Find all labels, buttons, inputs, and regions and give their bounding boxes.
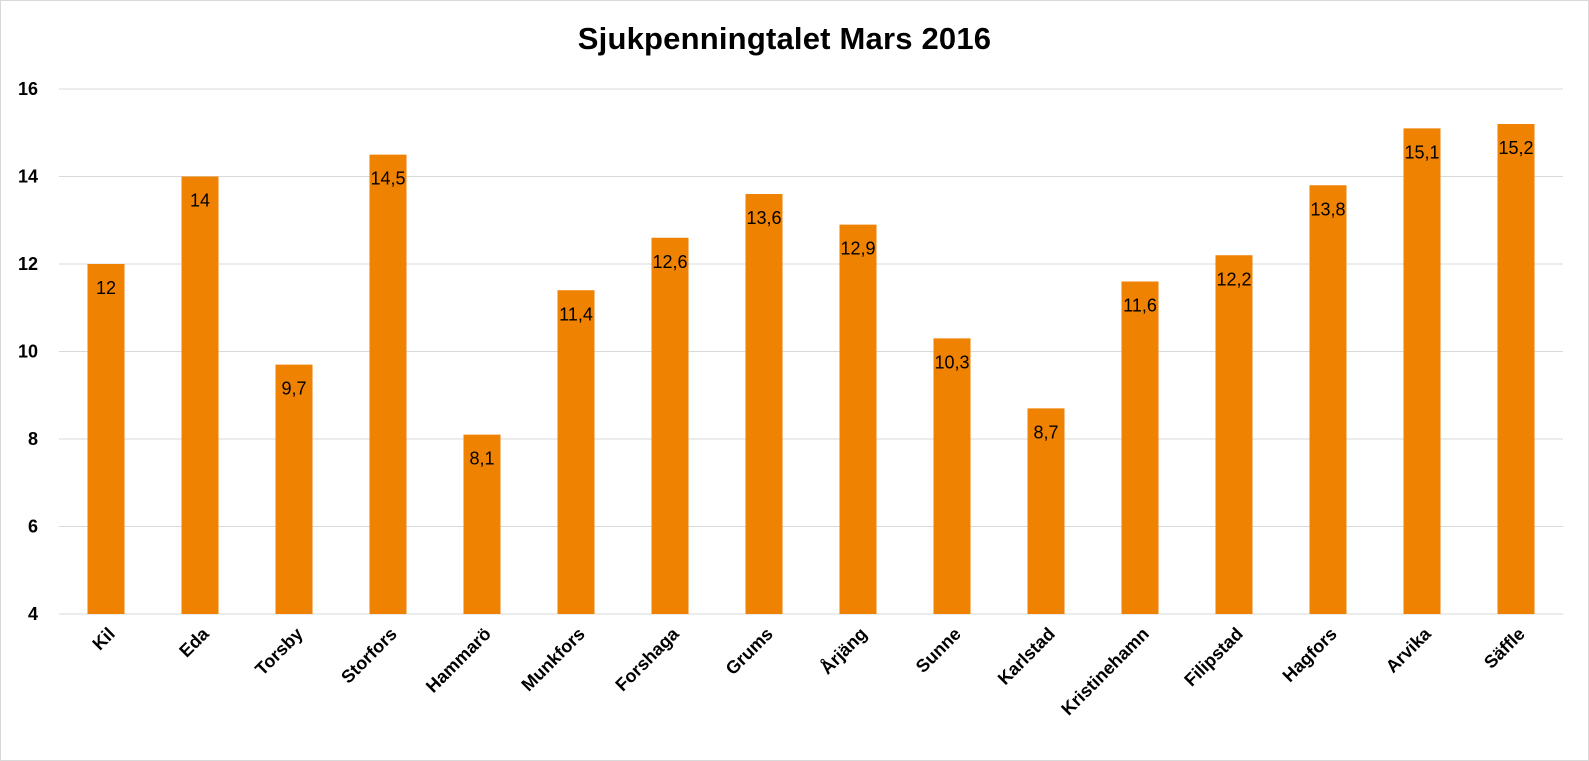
y-tick-label: 4 — [28, 604, 38, 624]
data-label: 15,2 — [1498, 138, 1533, 158]
bar-10 — [1027, 408, 1065, 614]
bar-15 — [1497, 124, 1535, 614]
bar-9 — [933, 338, 971, 614]
bar-12 — [1215, 255, 1253, 614]
data-label: 13,6 — [746, 208, 781, 228]
data-label: 12,9 — [840, 239, 875, 259]
data-label: 12 — [96, 278, 116, 298]
y-tick-label: 6 — [28, 517, 38, 537]
bar-6 — [651, 237, 689, 614]
data-label: 8,7 — [1033, 422, 1058, 442]
data-label: 12,2 — [1216, 269, 1251, 289]
x-tick-label: Hagfors — [1279, 624, 1341, 686]
data-label: 11,6 — [1123, 296, 1157, 316]
x-tick-label: Torsby — [251, 624, 307, 680]
bars — [87, 124, 1535, 614]
x-tick-label: Grums — [722, 624, 777, 679]
x-tick-label: Storfors — [337, 624, 401, 688]
y-tick-label: 12 — [18, 254, 38, 274]
x-tick-label: Karlstad — [994, 624, 1059, 689]
data-label: 12,6 — [652, 252, 687, 272]
bar-7 — [745, 194, 783, 614]
bar-11 — [1121, 281, 1159, 614]
bar-4 — [463, 434, 501, 614]
bar-0 — [87, 264, 125, 614]
x-tick-label: Kil — [88, 624, 118, 654]
x-axis-ticks: Kil Eda Torsby Storfors Hammarö Munkfors Forsh… — [88, 623, 1528, 719]
data-labels: 12 14 9,7 14,5 8,1 11,4 12,6 13,6 12,9 10,3 8,7 11,… — [96, 138, 1534, 469]
x-tick-label: Hammarö — [422, 624, 495, 697]
bar-13 — [1309, 185, 1347, 614]
x-tick-label: Arvika — [1382, 623, 1436, 677]
y-tick-label: 14 — [18, 167, 38, 187]
x-tick-label: Säffle — [1480, 624, 1529, 673]
data-label: 9,7 — [281, 379, 306, 399]
x-tick-label: Eda — [175, 623, 213, 661]
data-label: 15,1 — [1404, 142, 1439, 162]
x-tick-label: Årjäng — [816, 624, 870, 678]
y-axis-ticks: 4 6 8 10 12 14 16 — [18, 79, 38, 624]
data-label: 13,8 — [1310, 199, 1345, 219]
data-label: 14 — [190, 191, 210, 211]
bar-3 — [369, 154, 407, 614]
data-label: 11,4 — [559, 304, 593, 324]
x-tick-label: Munkfors — [517, 624, 588, 695]
y-tick-label: 8 — [28, 429, 38, 449]
y-tick-label: 10 — [18, 342, 38, 362]
data-label: 8,1 — [469, 449, 494, 469]
chart-title: Sjukpenningtalet Mars 2016 — [577, 21, 992, 56]
bar-8 — [839, 224, 877, 614]
data-label: 14,5 — [370, 169, 405, 189]
bar-2 — [275, 364, 313, 614]
x-tick-label: Kristinehamn — [1057, 624, 1152, 719]
bar-1 — [181, 176, 219, 614]
x-tick-label: Filipstad — [1180, 624, 1246, 690]
x-tick-label: Forshaga — [611, 623, 683, 695]
bar-5 — [557, 290, 595, 614]
y-tick-label: 16 — [18, 79, 38, 99]
x-tick-label: Sunne — [912, 624, 965, 677]
data-label: 10,3 — [934, 352, 969, 372]
bar-14 — [1403, 128, 1441, 614]
